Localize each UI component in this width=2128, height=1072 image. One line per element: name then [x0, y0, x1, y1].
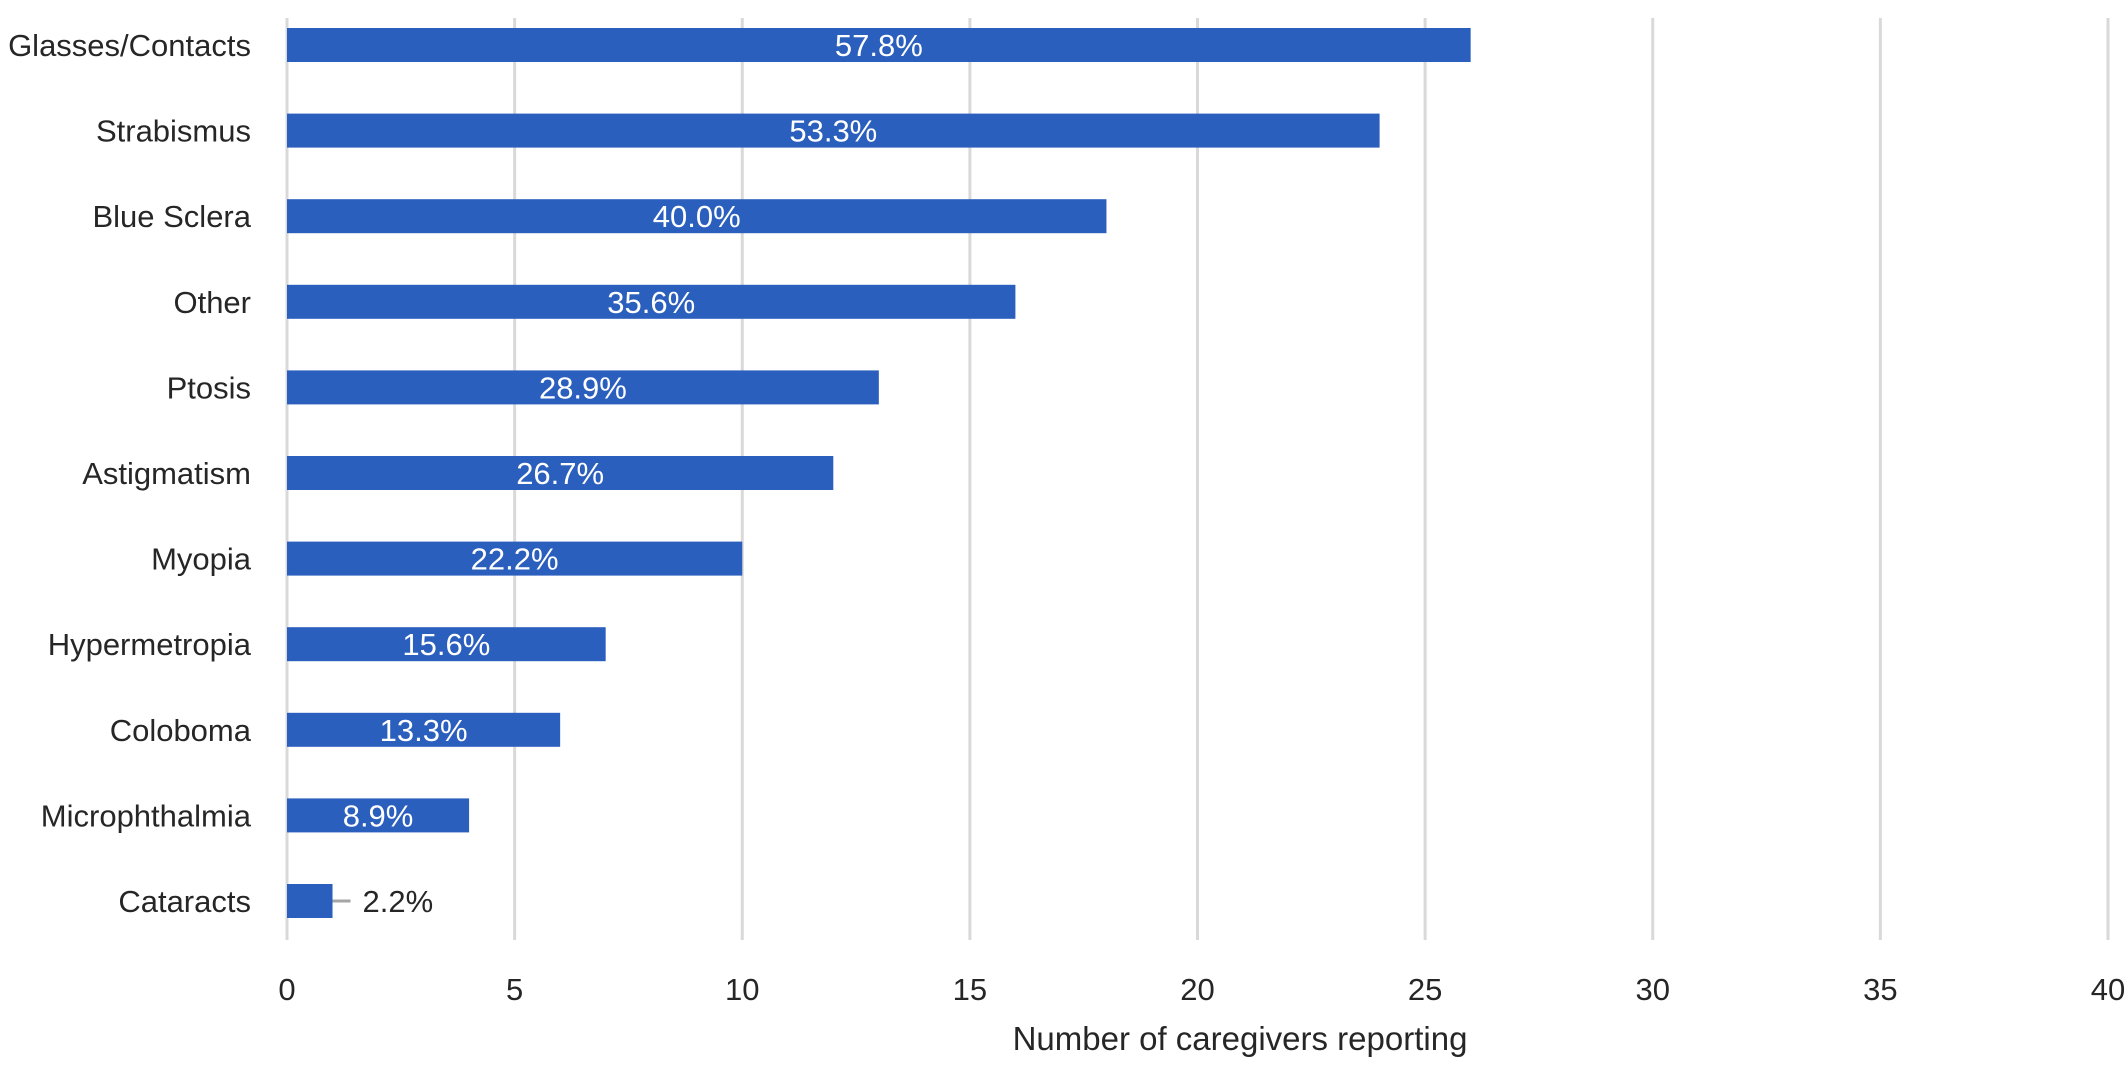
category-label: Strabismus	[96, 114, 251, 149]
bar	[287, 284, 1016, 319]
bar	[287, 884, 333, 918]
data-label: 13.3%	[380, 713, 468, 748]
data-label: 53.3%	[789, 114, 877, 149]
x-tick-label: 35	[1863, 972, 1897, 1007]
data-label: 28.9%	[539, 370, 627, 405]
x-tick-label: 20	[1180, 972, 1214, 1007]
category-label: Blue Sclera	[92, 199, 251, 234]
data-label: 8.9%	[343, 798, 414, 833]
x-tick-label: 30	[1636, 972, 1670, 1007]
category-label: Other	[173, 285, 251, 320]
category-label: Hypermetropia	[48, 627, 252, 662]
x-tick-label: 40	[2091, 972, 2125, 1007]
category-label: Astigmatism	[82, 456, 251, 491]
category-label: Coloboma	[110, 713, 252, 748]
bar	[287, 798, 470, 833]
x-axis-title: Number of caregivers reporting	[1013, 1020, 1468, 1057]
data-label: 15.6%	[402, 627, 490, 662]
gridlines	[285, 18, 2110, 940]
data-label: 57.8%	[835, 28, 923, 63]
data-label: 40.0%	[653, 199, 741, 234]
x-tick-label: 15	[953, 972, 987, 1007]
x-tick-label: 0	[278, 972, 295, 1007]
bar	[287, 28, 1471, 62]
data-label: 35.6%	[607, 285, 695, 320]
bar	[287, 627, 606, 662]
data-label: 2.2%	[363, 884, 434, 919]
bar	[287, 456, 834, 490]
bar	[287, 113, 1380, 148]
x-tick-labels: 0 5 10 15 20 25 30 35 40	[278, 972, 2125, 1007]
x-tick-label: 25	[1408, 972, 1442, 1007]
category-label: Microphthalmia	[41, 798, 252, 833]
category-label: Myopia	[151, 542, 252, 577]
bar	[287, 199, 1107, 234]
category-label: Glasses/Contacts	[8, 28, 251, 63]
x-tick-label: 5	[506, 972, 523, 1007]
category-label: Ptosis	[167, 370, 251, 405]
category-labels: Glasses/Contacts Strabismus Blue Sclera Oth…	[8, 28, 252, 919]
data-label: 26.7%	[516, 456, 604, 491]
bar	[287, 541, 743, 576]
data-label: 22.2%	[471, 542, 559, 577]
x-tick-label: 10	[725, 972, 759, 1007]
bar	[287, 712, 561, 747]
bar	[287, 370, 879, 405]
category-label: Cataracts	[118, 884, 251, 919]
bars: 57.8% 53.3% 40.0% 35.6% 28.9% 26.7% 22.2% 15.6%…	[287, 28, 1471, 919]
